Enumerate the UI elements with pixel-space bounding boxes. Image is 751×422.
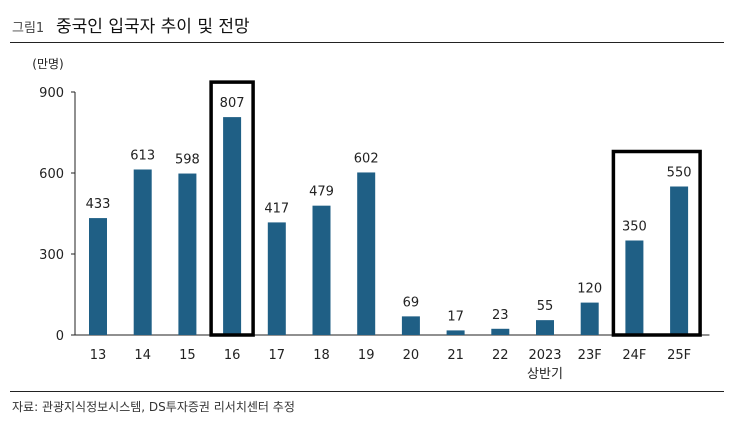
bar bbox=[625, 240, 644, 335]
x-tick-label: 20 bbox=[403, 348, 420, 363]
highlight-box bbox=[209, 80, 255, 337]
x-tick-label: 25F bbox=[667, 348, 691, 363]
x-tick-label: 2023 bbox=[528, 348, 561, 363]
x-tick-label: 상반기 bbox=[527, 367, 563, 382]
bottom-divider bbox=[10, 391, 724, 392]
top-divider bbox=[10, 42, 724, 43]
data-label: 602 bbox=[354, 151, 379, 166]
bar bbox=[580, 302, 599, 335]
y-tick-label: 600 bbox=[39, 167, 64, 182]
x-tick-label: 14 bbox=[134, 348, 151, 363]
x-tick-label: 21 bbox=[447, 348, 464, 363]
data-label: 23 bbox=[492, 308, 509, 323]
chart-title: 중국인 입국자 추이 및 전망 bbox=[56, 17, 250, 37]
figure-label: 그림1 bbox=[12, 21, 45, 36]
data-label: 807 bbox=[220, 96, 245, 111]
y-tick-label: 0 bbox=[56, 329, 64, 344]
y-tick-label: 300 bbox=[39, 248, 64, 263]
bar bbox=[670, 186, 689, 335]
data-label: 120 bbox=[577, 282, 602, 297]
bar bbox=[178, 173, 197, 335]
x-tick-label: 19 bbox=[358, 348, 375, 363]
data-label: 433 bbox=[86, 197, 111, 212]
y-axis-label: (만명) bbox=[32, 57, 63, 71]
bar bbox=[357, 172, 376, 335]
data-label: 350 bbox=[622, 220, 647, 235]
data-label: 417 bbox=[264, 201, 289, 216]
bar bbox=[446, 330, 465, 335]
data-label: 17 bbox=[447, 309, 464, 324]
data-label: 69 bbox=[403, 295, 420, 310]
highlight-box bbox=[611, 149, 702, 337]
bar bbox=[267, 222, 286, 335]
data-label: 550 bbox=[667, 166, 692, 181]
bar bbox=[401, 316, 420, 335]
bar bbox=[536, 320, 554, 335]
x-tick-label: 24F bbox=[622, 348, 646, 363]
source-note: 자료: 관광지식정보시스템, DS투자증권 리서치센터 추정 bbox=[12, 400, 295, 414]
x-tick-label: 18 bbox=[313, 348, 330, 363]
bar bbox=[89, 218, 107, 335]
x-tick-label: 17 bbox=[269, 348, 286, 363]
data-label: 598 bbox=[175, 153, 200, 168]
bar bbox=[133, 169, 152, 335]
data-label: 479 bbox=[309, 185, 334, 200]
x-tick-label: 15 bbox=[179, 348, 196, 363]
bar bbox=[312, 205, 331, 335]
x-tick-label: 16 bbox=[224, 348, 241, 363]
x-tick-label: 13 bbox=[90, 348, 107, 363]
x-tick-label: 23F bbox=[578, 348, 602, 363]
bar bbox=[491, 328, 510, 335]
x-tick-label: 22 bbox=[492, 348, 509, 363]
bar bbox=[223, 117, 242, 335]
data-label: 613 bbox=[130, 148, 155, 163]
data-label: 55 bbox=[537, 299, 554, 314]
y-tick-label: 900 bbox=[39, 86, 64, 101]
